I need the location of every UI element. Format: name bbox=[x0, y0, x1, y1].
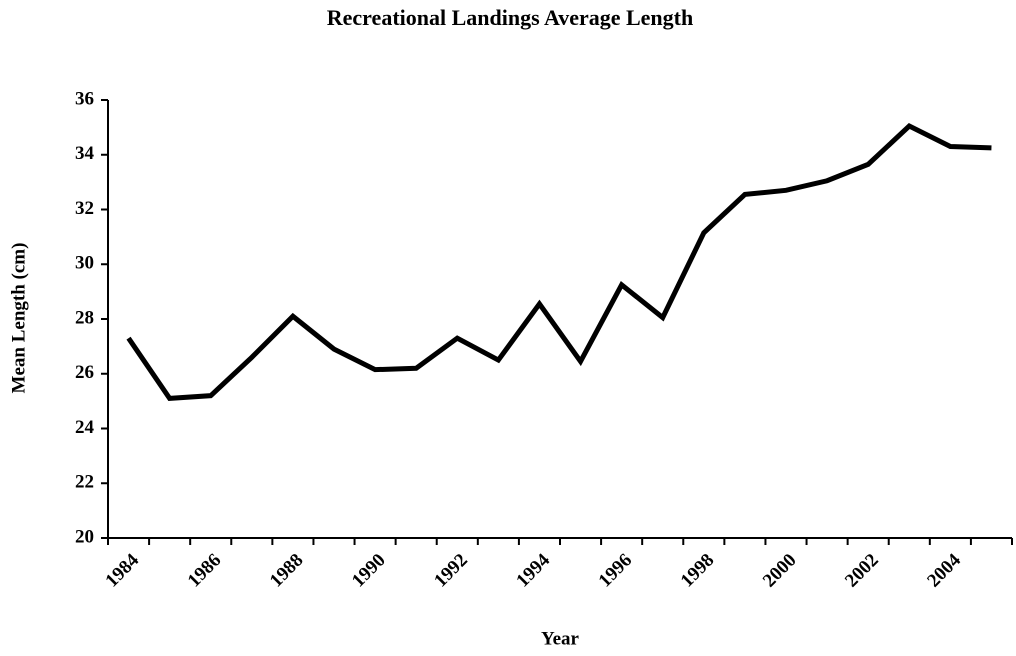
x-tick-label: 2000 bbox=[759, 550, 801, 592]
y-axis-label: Mean Length (cm) bbox=[8, 243, 29, 394]
x-tick-label: 1996 bbox=[595, 550, 637, 592]
x-tick-label: 1998 bbox=[677, 550, 719, 592]
x-tick-label: 1994 bbox=[512, 549, 554, 591]
y-tick-label: 28 bbox=[75, 307, 94, 328]
x-tick-label: 1988 bbox=[266, 550, 308, 592]
x-axis-label: Year bbox=[541, 628, 580, 649]
y-tick-label: 34 bbox=[75, 143, 95, 164]
y-tick-label: 24 bbox=[75, 417, 95, 438]
line bbox=[126, 122, 992, 401]
x-tick-label: 1984 bbox=[101, 549, 143, 591]
x-tick-label: 2004 bbox=[923, 549, 965, 591]
y-tick-label: 32 bbox=[75, 198, 94, 219]
chart-title: Recreational Landings Average Length bbox=[327, 5, 693, 30]
x-tick-label: 1986 bbox=[184, 550, 226, 592]
y-tick-label: 22 bbox=[75, 472, 94, 493]
x-tick-label: 2002 bbox=[841, 550, 883, 592]
y-tick-label: 26 bbox=[75, 362, 94, 383]
y-tick-label: 36 bbox=[75, 88, 94, 109]
y-tick-label: 30 bbox=[75, 253, 94, 274]
y-tick-label: 20 bbox=[75, 526, 94, 547]
x-tick-label: 1992 bbox=[430, 550, 472, 592]
x-tick-label: 1990 bbox=[348, 550, 390, 592]
